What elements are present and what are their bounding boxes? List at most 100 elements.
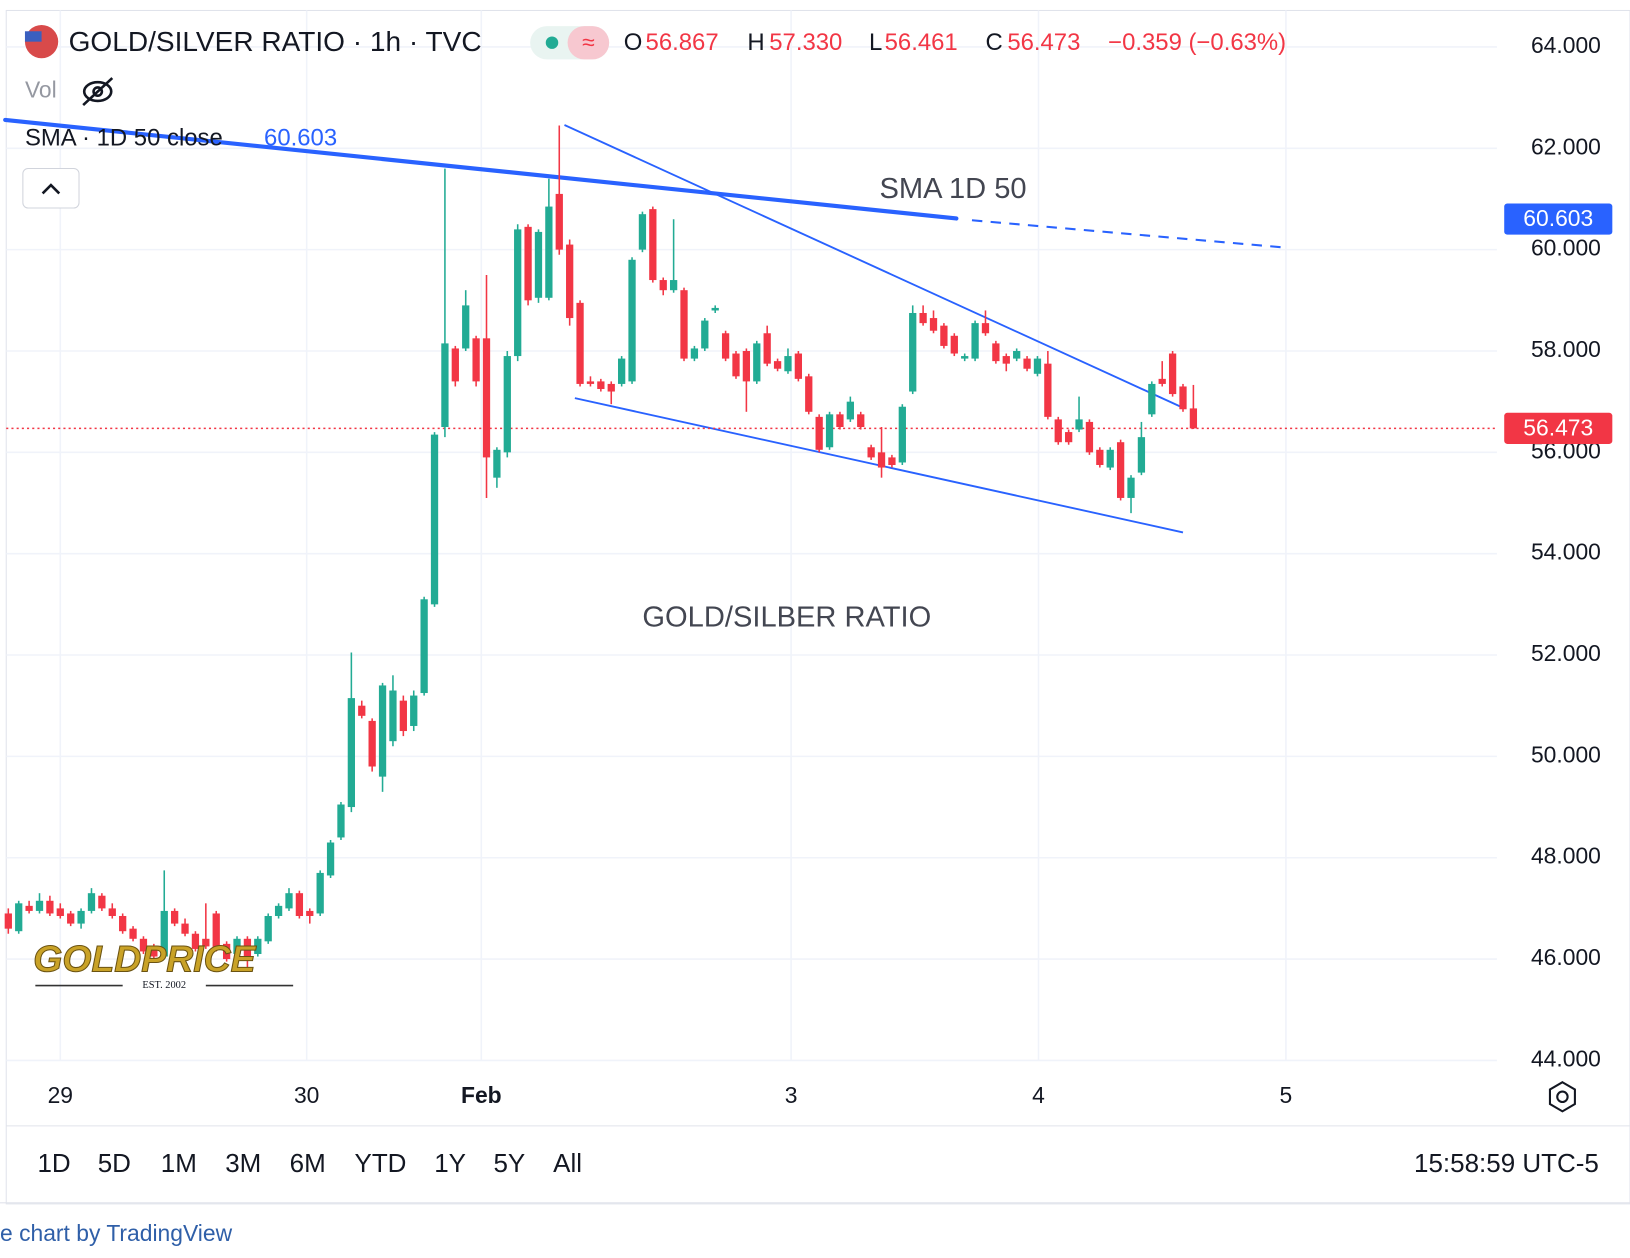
range-button[interactable]: 1M — [161, 1148, 197, 1178]
sma-projection — [971, 219, 1287, 249]
collapse-button[interactable] — [22, 167, 80, 209]
candle-body — [711, 307, 719, 311]
candle-body — [742, 350, 751, 382]
candle-body — [732, 353, 740, 377]
candle-body — [888, 457, 896, 466]
hide-icon[interactable] — [82, 77, 114, 107]
candle-body — [243, 938, 252, 957]
candle-body — [25, 905, 33, 911]
candle-body — [1096, 449, 1104, 466]
price-tag-label: 56.473 — [1523, 414, 1593, 440]
candle-body — [4, 913, 12, 929]
candle-body — [753, 343, 761, 382]
sma-line — [3, 117, 959, 221]
y-tick-label: 46.000 — [1531, 944, 1601, 970]
candle-body — [1148, 383, 1156, 415]
ohlc-value: 57.330 — [769, 29, 842, 56]
footer-credit[interactable]: e chart by TradingView — [0, 1220, 233, 1246]
candle-body — [1127, 477, 1135, 498]
candle-body — [784, 356, 792, 372]
candle-body — [1158, 378, 1166, 384]
logo-since: EST. 2002 — [142, 980, 186, 991]
candle-body — [337, 804, 345, 838]
candle-body — [46, 900, 54, 914]
x-tick-label: 5 — [1280, 1082, 1293, 1108]
candle-body — [358, 705, 366, 716]
x-tick-label: 3 — [785, 1082, 798, 1108]
candle-body — [181, 923, 189, 934]
candle-body — [108, 908, 116, 916]
candle-body — [950, 335, 958, 354]
candle-body — [87, 893, 96, 911]
candle-body — [971, 323, 979, 359]
range-button[interactable]: 5D — [98, 1148, 131, 1178]
candle-body — [1168, 353, 1177, 395]
candle-body — [763, 333, 771, 364]
range-button[interactable]: YTD — [355, 1148, 407, 1178]
candle-body — [202, 938, 210, 947]
candle-body — [701, 320, 709, 349]
candle-body — [56, 908, 64, 916]
delay-icon: ≈ — [582, 29, 595, 55]
candle-body — [441, 343, 449, 428]
candle-body — [503, 356, 511, 453]
axes: 44.00046.00048.00050.00052.00054.00056.0… — [48, 32, 1613, 1108]
candle-body — [1002, 356, 1010, 364]
y-tick-label: 48.000 — [1531, 843, 1601, 869]
ohlc-letter: O — [624, 29, 643, 56]
candle-body — [1137, 437, 1146, 473]
candle-body — [846, 401, 854, 420]
candle-body — [898, 406, 906, 463]
y-tick-label: 64.000 — [1531, 32, 1601, 58]
candle-body — [1075, 419, 1083, 430]
candle-body — [794, 353, 803, 379]
ohlc-letter: H — [747, 29, 764, 56]
candle-body — [420, 599, 428, 694]
price-tag — [1504, 203, 1613, 235]
candle-body — [347, 698, 356, 808]
candle-body — [233, 938, 241, 954]
candle-body — [212, 913, 220, 949]
candle-body — [1044, 363, 1052, 417]
candle-body — [389, 690, 397, 742]
candle-body — [430, 434, 439, 605]
volume-label: Vol — [25, 77, 57, 103]
candle-body — [805, 376, 813, 412]
range-button[interactable]: 3M — [225, 1148, 261, 1178]
range-button[interactable]: All — [553, 1148, 582, 1178]
toolbar: 1D 5D 1M 3M 6M YTD 1Y 5Y All — [37, 1148, 582, 1178]
range-button[interactable]: 6M — [290, 1148, 326, 1178]
candle-body — [254, 938, 262, 954]
candle-body — [857, 414, 865, 428]
candle-body — [285, 893, 293, 909]
candle-body — [482, 338, 491, 458]
x-tick-label: 30 — [294, 1082, 319, 1108]
flag-canton — [24, 31, 42, 42]
range-button[interactable]: 5Y — [493, 1148, 525, 1178]
sma-legend-value: 60.603 — [264, 125, 337, 152]
candle-body — [961, 356, 969, 359]
grid — [6, 10, 1497, 1062]
candle-body — [67, 913, 75, 924]
candle-body — [295, 893, 304, 916]
candle-body — [306, 910, 314, 916]
candle-body — [35, 900, 44, 911]
candle-body — [545, 206, 553, 298]
settings-icon[interactable] — [1548, 1081, 1576, 1113]
range-button[interactable]: 1D — [37, 1148, 70, 1178]
candle-body — [171, 910, 179, 924]
symbol-title: GOLD/SILVER RATIO · 1h · TVC — [69, 26, 482, 57]
candle-body — [618, 358, 626, 384]
candle-body — [690, 348, 699, 359]
candles — [4, 125, 1198, 970]
candle-body — [815, 416, 823, 450]
candle-body — [1023, 358, 1031, 369]
range-button[interactable]: 1Y — [434, 1148, 466, 1178]
candle-body — [981, 323, 990, 334]
candle-body — [191, 933, 200, 949]
y-tick-label: 60.000 — [1531, 235, 1601, 261]
candle-body — [649, 209, 657, 281]
candle-body — [524, 226, 532, 301]
